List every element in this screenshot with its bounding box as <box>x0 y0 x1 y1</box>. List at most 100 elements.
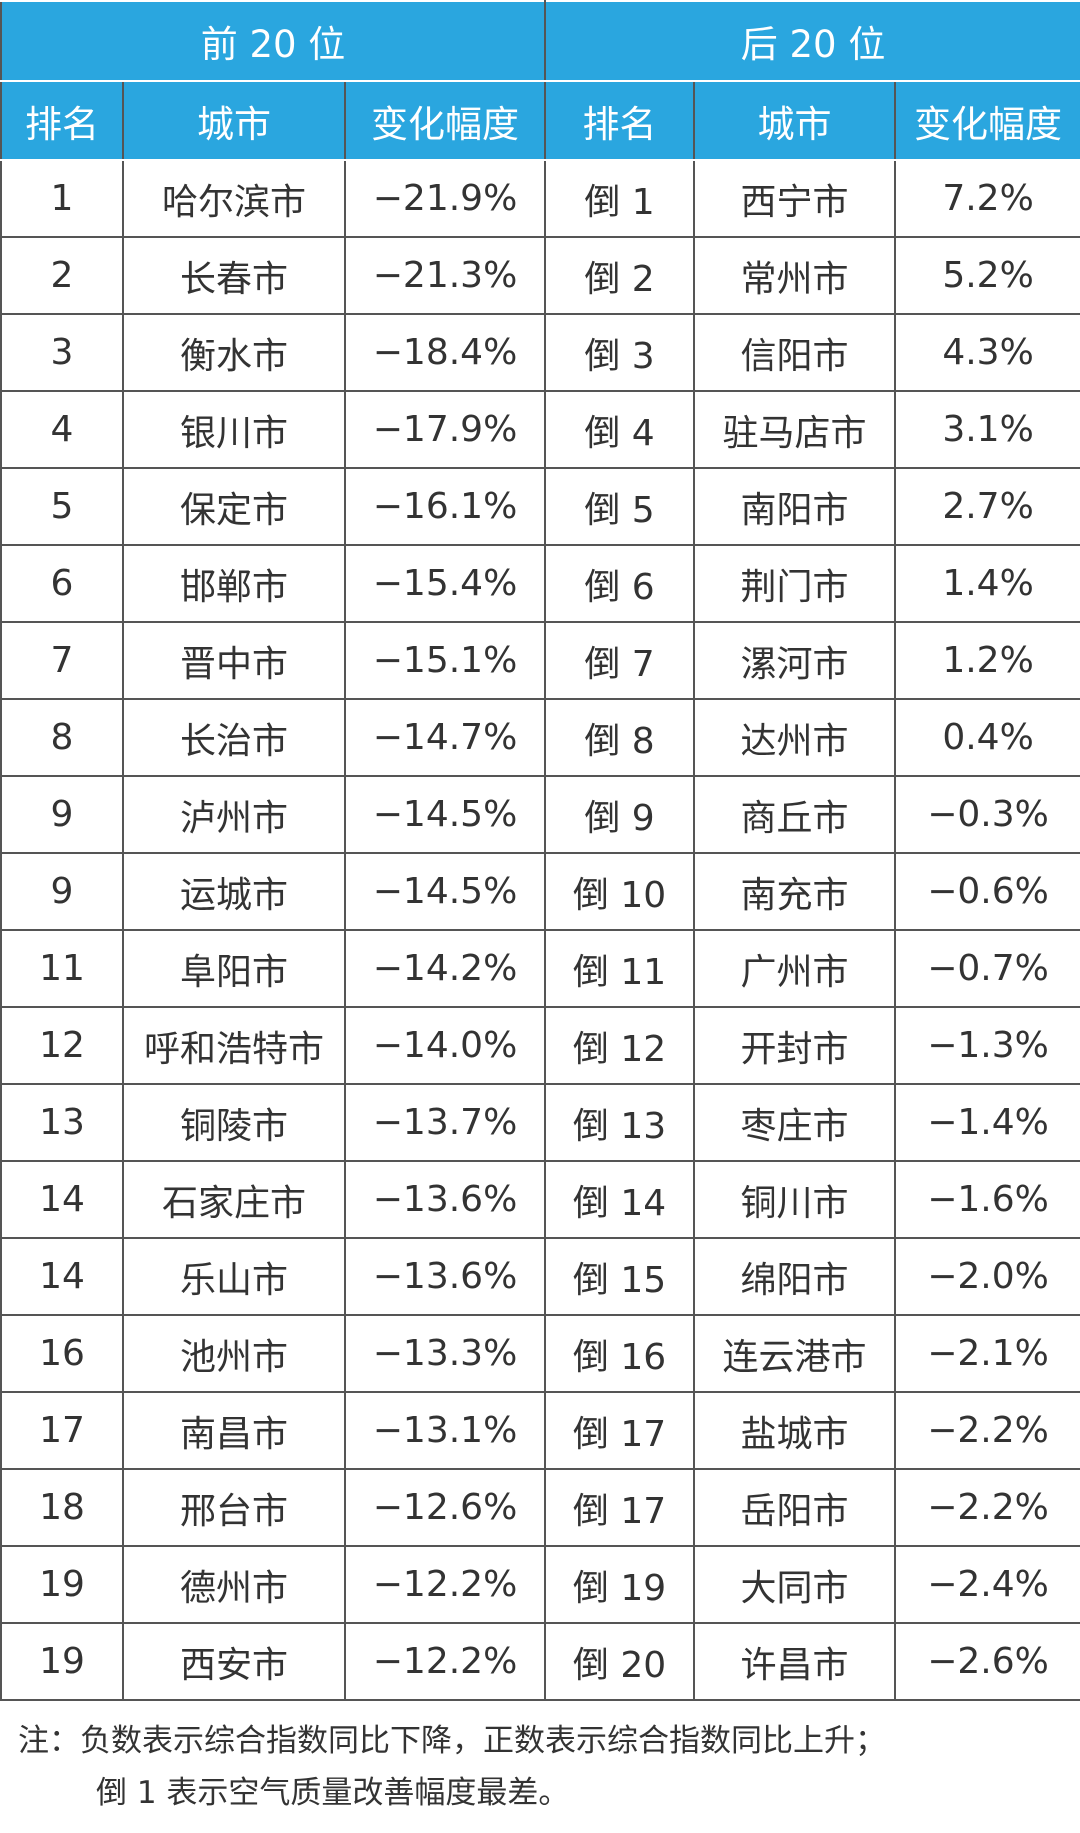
table-cell: 3 <box>0 313 124 392</box>
table-cell: 倒 13 <box>544 1083 696 1162</box>
table-row: 9 泸州市 −14.5% 倒 9 商丘市 −0.3% <box>0 775 1080 854</box>
table-cell: −13.7% <box>343 1083 547 1162</box>
table-cell: 0.4% <box>894 698 1080 777</box>
table-cell: 倒 20 <box>544 1622 696 1701</box>
table-cell: 1.2% <box>894 621 1080 700</box>
table-cell: 倒 3 <box>544 313 696 392</box>
ranking-table: 前 20 位 后 20 位 排名 城市 变化幅度 排名 城市 变化幅度 1 哈尔滨市 −21.… <box>0 0 1080 1701</box>
table-cell: 12 <box>0 1006 124 1085</box>
table-row: 4 银川市 −17.9% 倒 4 驻马店市 3.1% <box>0 390 1080 469</box>
table-cell: −2.1% <box>894 1314 1080 1393</box>
table-cell: 2.7% <box>894 467 1080 546</box>
table-cell: 阜阳市 <box>122 929 346 1008</box>
table-cell: 倒 17 <box>544 1468 696 1547</box>
column-header: 城市 <box>122 80 346 161</box>
table-row: 1 哈尔滨市 −21.9% 倒 1 西宁市 7.2% <box>0 159 1080 238</box>
table-cell: −2.2% <box>894 1391 1080 1470</box>
table-cell: 3.1% <box>894 390 1080 469</box>
table-cell: −14.0% <box>343 1006 547 1085</box>
table-cell: −21.3% <box>343 236 547 315</box>
table-cell: 1 <box>0 159 124 238</box>
table-cell: 7 <box>0 621 124 700</box>
table-cell: 倒 17 <box>544 1391 696 1470</box>
table-cell: 驻马店市 <box>693 390 897 469</box>
table-row: 14 乐山市 −13.6% 倒 15 绵阳市 −2.0% <box>0 1237 1080 1316</box>
table-row: 18 邢台市 −12.6% 倒 17 岳阳市 −2.2% <box>0 1468 1080 1547</box>
table-cell: 南阳市 <box>693 467 897 546</box>
table-cell: 邢台市 <box>122 1468 346 1547</box>
table-cell: 石家庄市 <box>122 1160 346 1239</box>
table-cell: 倒 4 <box>544 390 696 469</box>
table-cell: −1.3% <box>894 1006 1080 1085</box>
table-cell: 保定市 <box>122 467 346 546</box>
table-cell: 17 <box>0 1391 124 1470</box>
table-cell: 7.2% <box>894 159 1080 238</box>
table-cell: 南充市 <box>693 852 897 931</box>
table-cell: 枣庄市 <box>693 1083 897 1162</box>
column-header: 排名 <box>544 80 696 161</box>
table-cell: −15.1% <box>343 621 547 700</box>
note-line: 注：负数表示综合指数同比下降，正数表示综合指数同比上升； <box>18 1723 886 1759</box>
table-cell: 9 <box>0 775 124 854</box>
table-cell: −0.3% <box>894 775 1080 854</box>
table-cell: −0.6% <box>894 852 1080 931</box>
table-cell: 16 <box>0 1314 124 1393</box>
table-cell: 德州市 <box>122 1545 346 1624</box>
table-cell: 9 <box>0 852 124 931</box>
table-cell: 倒 6 <box>544 544 696 623</box>
table-cell: 4.3% <box>894 313 1080 392</box>
table-row: 13 铜陵市 −13.7% 倒 13 枣庄市 −1.4% <box>0 1083 1080 1162</box>
table-cell: −2.0% <box>894 1237 1080 1316</box>
table-cell: 铜川市 <box>693 1160 897 1239</box>
table-cell: 晋中市 <box>122 621 346 700</box>
table-cell: −14.2% <box>343 929 547 1008</box>
table-cell: 5.2% <box>894 236 1080 315</box>
table-cell: 14 <box>0 1160 124 1239</box>
table-cell: 19 <box>0 1622 124 1701</box>
table-row: 2 长春市 −21.3% 倒 2 常州市 5.2% <box>0 236 1080 315</box>
group-header: 后 20 位 <box>544 0 1080 82</box>
table-cell: 常州市 <box>693 236 897 315</box>
table-row: 9 运城市 −14.5% 倒 10 南充市 −0.6% <box>0 852 1080 931</box>
table-cell: 商丘市 <box>693 775 897 854</box>
table-cell: −1.4% <box>894 1083 1080 1162</box>
table-cell: 乐山市 <box>122 1237 346 1316</box>
table-cell: 邯郸市 <box>122 544 346 623</box>
table-cell: 倒 2 <box>544 236 696 315</box>
table-cell: 倒 7 <box>544 621 696 700</box>
table-row: 14 石家庄市 −13.6% 倒 14 铜川市 −1.6% <box>0 1160 1080 1239</box>
table-cell: 哈尔滨市 <box>122 159 346 238</box>
note: 注：负数表示综合指数同比下降，正数表示综合指数同比上升； 倒 1 表示空气质量改… <box>0 1715 1080 1819</box>
table-row: 19 西安市 −12.2% 倒 20 许昌市 −2.6% <box>0 1622 1080 1701</box>
table-cell: 泸州市 <box>122 775 346 854</box>
table-cell: −12.6% <box>343 1468 547 1547</box>
table-row: 12 呼和浩特市 −14.0% 倒 12 开封市 −1.3% <box>0 1006 1080 1085</box>
table-cell: 运城市 <box>122 852 346 931</box>
table-cell: 18 <box>0 1468 124 1547</box>
table-cell: 5 <box>0 467 124 546</box>
table-cell: 倒 11 <box>544 929 696 1008</box>
table-cell: 倒 16 <box>544 1314 696 1393</box>
column-header: 变化幅度 <box>343 80 547 161</box>
table-cell: 长春市 <box>122 236 346 315</box>
table-cell: 西安市 <box>122 1622 346 1701</box>
table-cell: 盐城市 <box>693 1391 897 1470</box>
table-row: 8 长治市 −14.7% 倒 8 达州市 0.4% <box>0 698 1080 777</box>
table-cell: 达州市 <box>693 698 897 777</box>
table-cell: −15.4% <box>343 544 547 623</box>
table-cell: −12.2% <box>343 1622 547 1701</box>
table-row: 5 保定市 −16.1% 倒 5 南阳市 2.7% <box>0 467 1080 546</box>
table-cell: 许昌市 <box>693 1622 897 1701</box>
table-cell: 西宁市 <box>693 159 897 238</box>
table-cell: 大同市 <box>693 1545 897 1624</box>
table-cell: 绵阳市 <box>693 1237 897 1316</box>
table-cell: −0.7% <box>894 929 1080 1008</box>
table-cell: 信阳市 <box>693 313 897 392</box>
table-cell: 银川市 <box>122 390 346 469</box>
table-cell: 南昌市 <box>122 1391 346 1470</box>
table-cell: −2.4% <box>894 1545 1080 1624</box>
table-cell: 岳阳市 <box>693 1468 897 1547</box>
table-cell: −1.6% <box>894 1160 1080 1239</box>
table-cell: 倒 15 <box>544 1237 696 1316</box>
